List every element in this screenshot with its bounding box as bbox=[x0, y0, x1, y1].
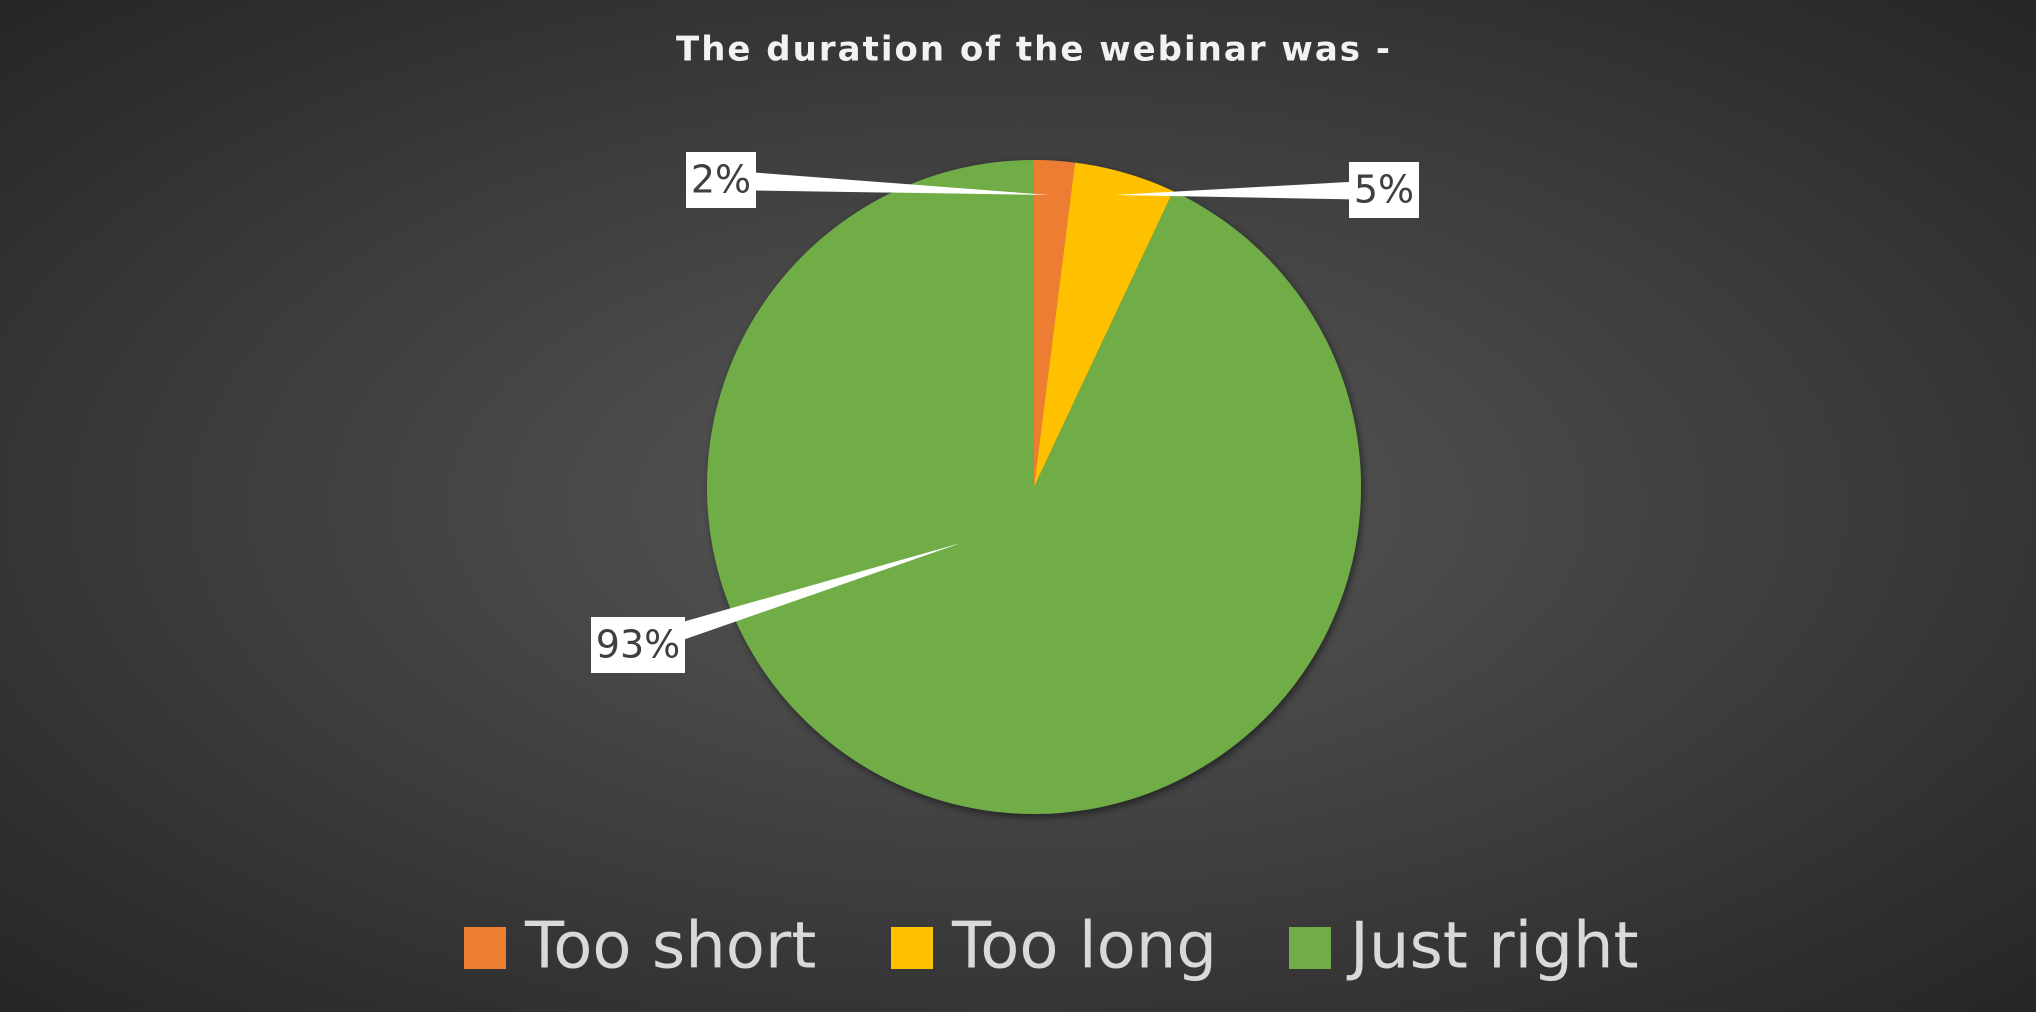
pie-slice bbox=[1034, 162, 1174, 487]
data-label-box bbox=[1349, 162, 1419, 218]
legend-label: Too short bbox=[524, 910, 816, 984]
legend-swatch bbox=[891, 927, 933, 969]
pie-slice bbox=[707, 160, 1361, 815]
data-label: 5% bbox=[1354, 168, 1414, 212]
data-label-box bbox=[686, 152, 756, 208]
data-label-box bbox=[591, 617, 685, 673]
leader-line bbox=[634, 543, 961, 655]
legend-label: Too long bbox=[951, 910, 1217, 984]
data-label: 93% bbox=[596, 623, 680, 667]
legend-swatch bbox=[464, 927, 506, 969]
leader-line bbox=[720, 170, 1049, 195]
chart-title: The duration of the webinar was - bbox=[676, 30, 1392, 70]
legend-swatch bbox=[1289, 927, 1331, 969]
data-label: 2% bbox=[691, 158, 751, 202]
pie-slice bbox=[1034, 160, 1075, 487]
leader-line bbox=[1114, 180, 1385, 200]
pie bbox=[707, 160, 1361, 815]
legend-label: Just right bbox=[1346, 910, 1639, 984]
